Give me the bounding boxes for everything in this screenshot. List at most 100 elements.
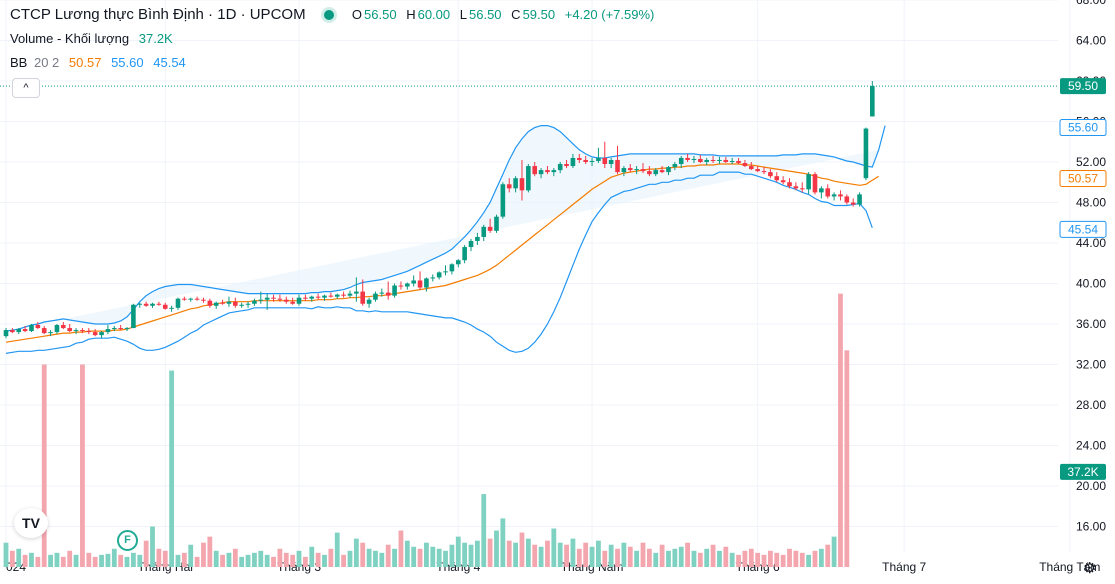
candle-body bbox=[417, 280, 423, 288]
volume-bar bbox=[328, 548, 334, 567]
bb-indicator-params: 20 2 bbox=[33, 55, 60, 70]
candle-body bbox=[596, 157, 601, 161]
candle-body bbox=[220, 302, 225, 304]
volume-bar bbox=[239, 556, 245, 567]
volume-bar bbox=[545, 540, 550, 567]
candle-body bbox=[10, 330, 15, 333]
candle-body bbox=[831, 194, 837, 197]
volume-bar bbox=[22, 554, 28, 567]
volume-bar bbox=[748, 548, 754, 567]
ohlc-values: O 56.50 H 60.00 L 56.50 C 59.50 +4.20 (+7.59… bbox=[346, 7, 654, 22]
candle-body bbox=[213, 302, 219, 306]
candle-body bbox=[131, 304, 136, 329]
volume-bar bbox=[54, 552, 60, 567]
ohlc-low-key: L bbox=[459, 7, 467, 22]
candle-body bbox=[806, 174, 811, 190]
volume-bar bbox=[207, 536, 213, 567]
volume-bar bbox=[67, 550, 73, 567]
candle-body bbox=[627, 168, 633, 171]
volume-bar bbox=[277, 548, 283, 567]
candle-body bbox=[48, 332, 53, 334]
volume-bar bbox=[398, 530, 404, 567]
candle-body bbox=[570, 157, 576, 167]
volume-bar bbox=[513, 542, 518, 567]
candle-body bbox=[424, 278, 429, 288]
ohlc-close-value: 59.50 bbox=[522, 7, 556, 22]
legend-volume-row[interactable]: Volume - Khối lượng 37.2K bbox=[10, 31, 173, 46]
volume-bar bbox=[678, 546, 684, 567]
volume-bar bbox=[220, 554, 225, 567]
candle-body bbox=[73, 330, 79, 332]
volume-bar bbox=[691, 550, 697, 567]
volume-bar bbox=[589, 546, 595, 567]
candle-body bbox=[207, 300, 213, 306]
volume-bar bbox=[723, 546, 729, 567]
volume-bar bbox=[131, 552, 136, 567]
tradingview-logo-icon[interactable]: TV bbox=[14, 508, 48, 538]
candle-body bbox=[328, 295, 334, 297]
volume-bar bbox=[302, 556, 308, 567]
volume-bar bbox=[271, 556, 276, 567]
candle-body bbox=[506, 184, 512, 189]
volume-bar bbox=[602, 550, 608, 567]
candle-body bbox=[290, 301, 295, 304]
volume-badge-bg bbox=[1060, 463, 1106, 480]
symbol-title[interactable]: CTCP Lương thực Bình Định · 1D · UPCOM bbox=[10, 6, 306, 23]
candle-body bbox=[175, 298, 181, 308]
financials-event-icon[interactable]: F bbox=[117, 530, 138, 551]
candle-body bbox=[398, 285, 404, 287]
volume-bar bbox=[86, 552, 92, 567]
volume-bar bbox=[150, 526, 155, 567]
volume-bar bbox=[80, 364, 85, 567]
volume-bar bbox=[799, 552, 805, 567]
volume-bar bbox=[812, 550, 818, 567]
volume-bar bbox=[162, 550, 168, 567]
bb-basis-badge-bg bbox=[1059, 169, 1107, 187]
volume-bar bbox=[232, 548, 238, 567]
volume-bar bbox=[704, 548, 710, 567]
candle-body bbox=[551, 170, 557, 173]
candle-body bbox=[366, 299, 372, 304]
bb-lower-badge-bg bbox=[1059, 220, 1107, 238]
candle-body bbox=[150, 303, 155, 306]
candle-body bbox=[360, 291, 366, 304]
candle-body bbox=[742, 163, 748, 167]
candle-body bbox=[634, 169, 639, 171]
volume-bar bbox=[697, 552, 703, 567]
candle-body bbox=[392, 285, 397, 296]
settings-gear-icon[interactable]: ⚙ bbox=[1083, 559, 1096, 577]
volume-bar bbox=[570, 538, 576, 567]
candle-body bbox=[844, 196, 850, 203]
legend-bb-row[interactable]: BB 20 2 50.57 55.60 45.54 bbox=[10, 55, 186, 70]
candle-body bbox=[334, 294, 340, 297]
volume-bar bbox=[551, 528, 557, 567]
volume-bar bbox=[806, 554, 812, 567]
candle-body bbox=[647, 171, 652, 175]
volume-badge: 37.2K bbox=[1067, 465, 1098, 479]
candle-body bbox=[156, 303, 162, 305]
volume-bar bbox=[672, 548, 678, 567]
volume-bar bbox=[283, 552, 289, 567]
volume-bar bbox=[424, 542, 429, 567]
candle-body bbox=[137, 303, 143, 305]
volume-bar bbox=[181, 552, 187, 567]
volume-bar bbox=[474, 540, 480, 567]
volume-bar bbox=[519, 532, 525, 567]
volume-bar bbox=[417, 548, 423, 567]
ohlc-open-key: O bbox=[351, 7, 363, 22]
candle-body bbox=[436, 272, 442, 278]
volume-bar bbox=[16, 548, 22, 567]
candle-body bbox=[698, 158, 703, 162]
candle-body bbox=[659, 170, 665, 173]
candle-body bbox=[194, 298, 200, 300]
volume-bar bbox=[768, 550, 773, 567]
collapse-legend-button[interactable]: ^ bbox=[12, 78, 40, 98]
candle-body bbox=[838, 194, 843, 197]
candle-body bbox=[768, 172, 773, 177]
candle-body bbox=[226, 301, 232, 304]
candle-body bbox=[188, 298, 194, 300]
volume-bar bbox=[576, 548, 582, 567]
volume-bar bbox=[334, 532, 340, 567]
volume-bar bbox=[245, 554, 251, 567]
